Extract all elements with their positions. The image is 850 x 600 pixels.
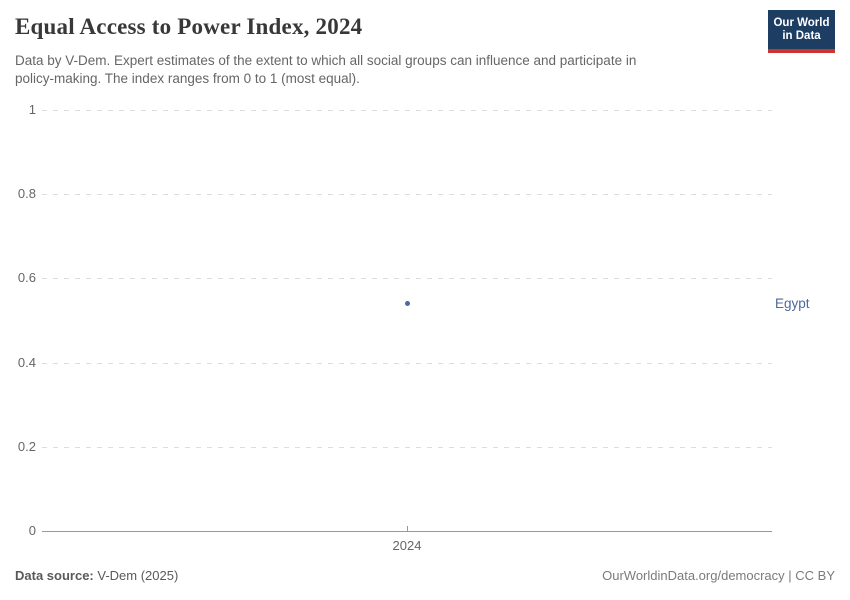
y-axis-tick-label: 0.6 xyxy=(17,270,36,286)
gridline xyxy=(42,446,772,448)
owid-logo[interactable]: Our World in Data xyxy=(768,10,835,53)
y-axis-tick-label: 0 xyxy=(28,523,36,538)
gridline xyxy=(42,278,772,280)
chart-subtitle-line1: Data by V-Dem. Expert estimates of the e… xyxy=(15,53,637,68)
gridline xyxy=(42,194,772,196)
gridline xyxy=(42,110,772,111)
y-axis-tick-label: 1 xyxy=(28,102,36,117)
chart-subtitle-line2: policy-making. The index ranges from 0 t… xyxy=(15,71,360,86)
chart-subtitle: Data by V-Dem. Expert estimates of the e… xyxy=(15,52,636,88)
entity-label-egypt[interactable]: Egypt xyxy=(775,295,810,311)
x-axis-tick xyxy=(407,526,408,531)
page-title: Equal Access to Power Index, 2024 xyxy=(15,14,363,39)
data-source: Data source: V-Dem (2025) xyxy=(15,568,178,583)
x-axis-line xyxy=(42,531,772,532)
y-axis-tick-label: 0.4 xyxy=(17,354,36,370)
x-axis-tick-label: 2024 xyxy=(392,538,422,553)
y-axis-tick-label: 0.2 xyxy=(17,438,36,454)
chart-footer: Data source: V-Dem (2025) OurWorldinData… xyxy=(15,568,835,583)
data-source-value: V-Dem (2025) xyxy=(97,568,179,583)
footer-link[interactable]: OurWorldinData.org/democracy | CC BY xyxy=(602,568,835,583)
owid-logo-line2: in Data xyxy=(782,29,821,42)
owid-logo-line1: Our World xyxy=(773,16,830,29)
y-axis-tick-label: 0.8 xyxy=(17,186,36,202)
gridline xyxy=(42,362,772,364)
data-point-egypt[interactable] xyxy=(404,301,410,307)
data-source-label: Data source: xyxy=(15,568,94,583)
